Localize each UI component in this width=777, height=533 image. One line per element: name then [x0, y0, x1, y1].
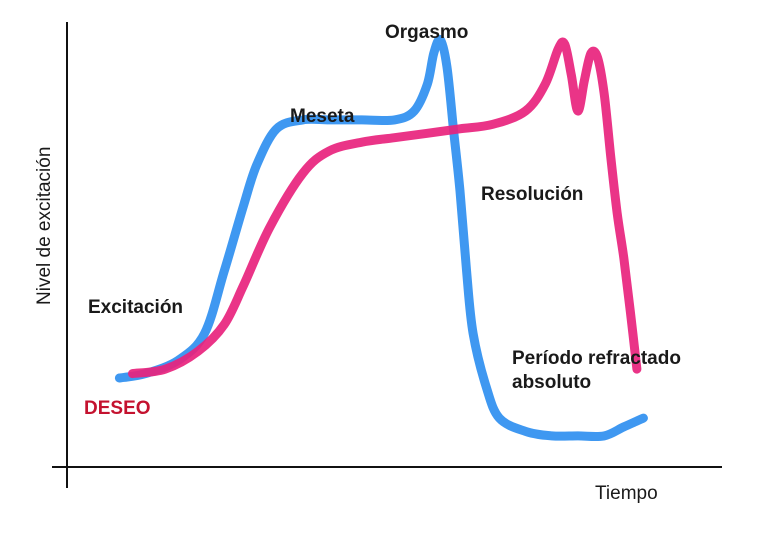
- series-line-2: [128, 37, 642, 379]
- label-resolucion: Resolución: [481, 184, 583, 205]
- x-axis-title: Tiempo: [595, 483, 658, 504]
- label-meseta: Meseta: [290, 106, 355, 127]
- label-absoluto: absoluto: [512, 372, 591, 393]
- series-layer: [114, 34, 648, 442]
- series-line-1: [114, 34, 648, 442]
- label-periodo-refractado: Período refractado: [512, 348, 681, 369]
- y-axis-title: Nivel de excitación: [34, 147, 55, 305]
- label-deseo: DESEO: [84, 398, 151, 419]
- label-excitacion: Excitación: [88, 297, 183, 318]
- label-orgasmo: Orgasmo: [385, 22, 468, 43]
